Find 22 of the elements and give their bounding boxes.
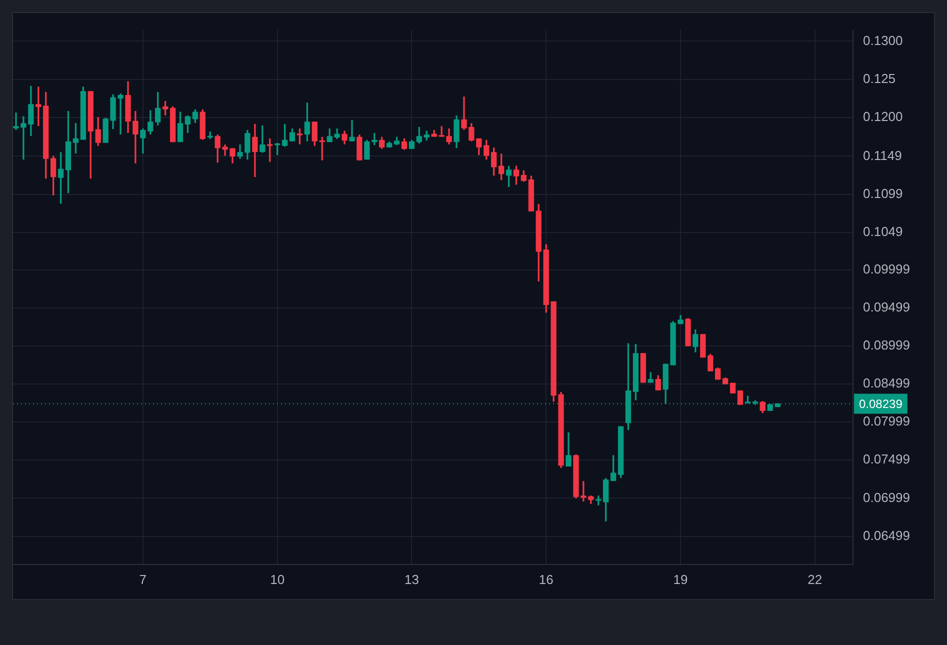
y-tick-label: 0.1099 bbox=[863, 186, 903, 201]
y-tick-label: 0.1200 bbox=[863, 108, 903, 124]
y-tick-label: 0.1149 bbox=[863, 148, 902, 163]
candlestick bbox=[349, 120, 355, 142]
y-tick-label: 0.06999 bbox=[863, 490, 910, 505]
y-tick-label: 0.09999 bbox=[863, 261, 910, 276]
x-tick-label: 22 bbox=[808, 572, 822, 587]
x-tick-label: 13 bbox=[404, 572, 419, 587]
y-tick-label: 0.07499 bbox=[863, 452, 910, 467]
y-tick-label: 0.07999 bbox=[863, 414, 910, 429]
y-tick-label: 0.125 bbox=[863, 70, 896, 86]
y-tick-label: 0.08999 bbox=[863, 337, 910, 352]
y-tick-label: 0.06499 bbox=[863, 528, 910, 543]
y-tick-label: 0.1049 bbox=[863, 224, 903, 239]
x-tick-label: 16 bbox=[538, 572, 554, 587]
x-tick-label: 10 bbox=[270, 572, 285, 587]
ref-line-label: 0.08239 bbox=[859, 397, 903, 412]
y-tick-label: 0.08499 bbox=[863, 376, 910, 391]
x-tick-label: 19 bbox=[673, 572, 688, 587]
y-tick-label: 0.1300 bbox=[863, 32, 903, 48]
y-tick-label: 0.09499 bbox=[863, 299, 910, 314]
x-tick-label: 7 bbox=[139, 572, 147, 587]
